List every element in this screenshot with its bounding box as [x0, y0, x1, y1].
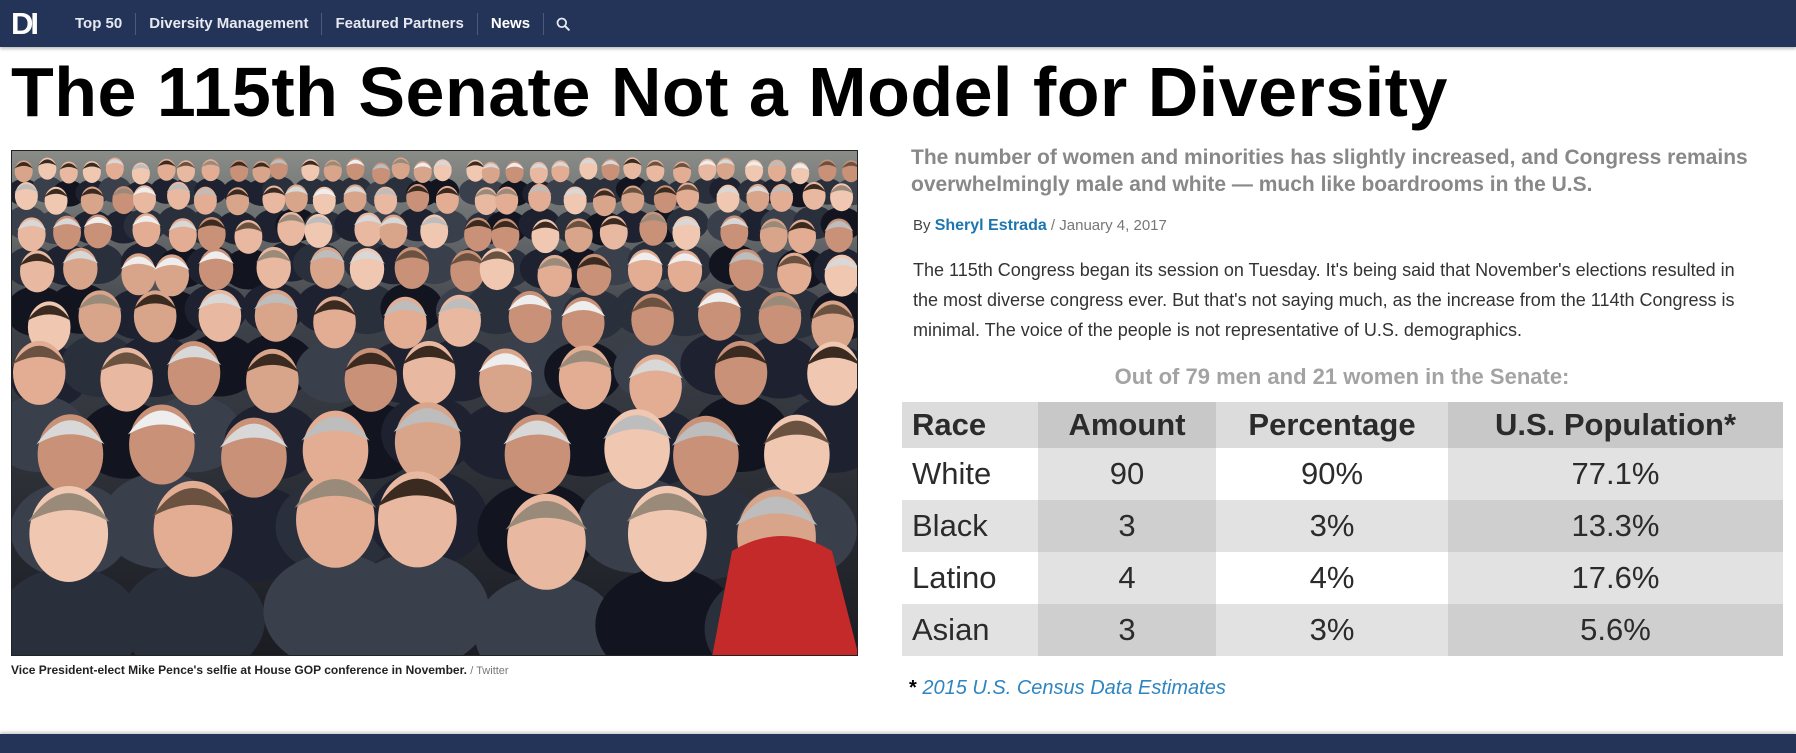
- table-row: Black 3 3% 13.3%: [902, 500, 1783, 552]
- photo-caption: Vice President-elect Mike Pence's selfie…: [11, 663, 509, 677]
- byline-separator: /: [1050, 217, 1056, 234]
- header-amount: Amount: [1038, 402, 1216, 448]
- crowd-photo-illustration: [12, 151, 857, 655]
- census-data-link[interactable]: 2015 U.S. Census Data Estimates: [922, 677, 1226, 699]
- byline-by: By: [913, 217, 931, 234]
- article-body: The 115th Congress began its session on …: [913, 260, 1735, 340]
- cell-amount: 3: [1038, 604, 1216, 656]
- publish-date: January 4, 2017: [1059, 217, 1167, 234]
- nav-item-news[interactable]: News: [490, 14, 531, 32]
- table-header-row: Race Amount Percentage U.S. Population*: [902, 402, 1783, 448]
- cell-amount: 4: [1038, 552, 1216, 604]
- header-percentage: Percentage: [1216, 402, 1448, 448]
- article-title: The 115th Senate Not a Model for Diversi…: [11, 53, 1448, 131]
- footnote-asterisk: *: [909, 677, 917, 699]
- header-us-population: U.S. Population*: [1448, 402, 1783, 448]
- cell-amount: 90: [1038, 448, 1216, 500]
- nav-divider: [543, 12, 545, 35]
- nav-item-featured-partners[interactable]: Featured Partners: [335, 14, 464, 32]
- cell-us-population: 77.1%: [1448, 448, 1783, 500]
- cell-percentage: 3%: [1216, 500, 1448, 552]
- cell-race: White: [902, 448, 1038, 500]
- nav-divider: [321, 12, 323, 35]
- cell-percentage: 3%: [1216, 604, 1448, 656]
- nav-item-diversity-management[interactable]: Diversity Management: [149, 14, 309, 32]
- search-button[interactable]: [544, 14, 582, 34]
- cell-us-population: 13.3%: [1448, 500, 1783, 552]
- site-logo[interactable]: DI: [11, 6, 39, 41]
- nav-divider: [476, 12, 478, 35]
- byline: By Sheryl Estrada / January 4, 2017: [913, 217, 1167, 235]
- cell-race: Asian: [902, 604, 1038, 656]
- table-row: Latino 4 4% 17.6%: [902, 552, 1783, 604]
- cell-percentage: 90%: [1216, 448, 1448, 500]
- caption-text: Vice President-elect Mike Pence's selfie…: [11, 663, 467, 677]
- cell-race: Latino: [902, 552, 1038, 604]
- cell-us-population: 5.6%: [1448, 604, 1783, 656]
- table-row: White 90 90% 77.1%: [902, 448, 1783, 500]
- article-deck: The number of women and minorities has s…: [911, 146, 1748, 196]
- bottom-bar: [0, 734, 1796, 753]
- top-navbar: DI Top 50 Diversity Management Featured …: [0, 0, 1796, 47]
- cell-percentage: 4%: [1216, 552, 1448, 604]
- author-link[interactable]: Sheryl Estrada: [934, 217, 1047, 234]
- search-icon: [556, 17, 570, 31]
- cell-us-population: 17.6%: [1448, 552, 1783, 604]
- caption-credit: / Twitter: [470, 665, 509, 677]
- article-photo: [11, 150, 858, 656]
- table-footnote: * 2015 U.S. Census Data Estimates: [909, 677, 1226, 700]
- table-row: Asian 3 3% 5.6%: [902, 604, 1783, 656]
- nav-item-top-50[interactable]: Top 50: [75, 14, 123, 32]
- cell-race: Black: [902, 500, 1038, 552]
- table-title: Out of 79 men and 21 women in the Senate…: [1114, 364, 1570, 389]
- senate-demographics-table: Race Amount Percentage U.S. Population* …: [902, 402, 1783, 656]
- nav-divider: [135, 12, 137, 35]
- header-race: Race: [902, 402, 1038, 448]
- cell-amount: 3: [1038, 500, 1216, 552]
